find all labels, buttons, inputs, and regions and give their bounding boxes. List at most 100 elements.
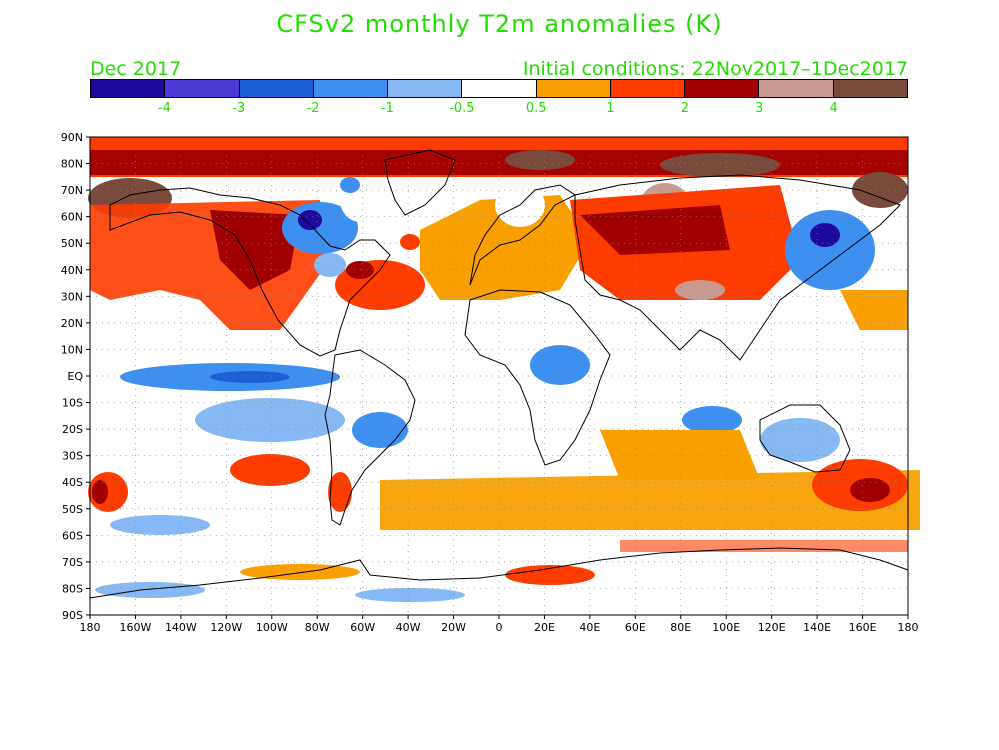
antarctic-warm-field xyxy=(505,565,595,585)
colorbar-swatch xyxy=(239,80,314,97)
colorbar-tick-label: -1 xyxy=(380,101,394,116)
baffin-cold-field xyxy=(340,177,360,193)
colorbar-swatch xyxy=(165,80,240,97)
antarctic-coast-warm-field xyxy=(620,540,908,552)
lat-label: 90S xyxy=(62,609,83,622)
colorbar-swatch xyxy=(536,80,611,97)
chukotka-extreme-warm-field xyxy=(852,172,908,208)
western-canada-warm-field xyxy=(210,210,300,290)
lon-label: 20E xyxy=(534,621,555,634)
colorbar-swatch xyxy=(91,80,166,97)
colorbar-tick-label: 1 xyxy=(606,101,615,116)
greenland-coast xyxy=(384,149,456,216)
lon-label: 60W xyxy=(350,621,375,634)
lat-label: 70N xyxy=(61,184,83,197)
map-grid xyxy=(90,137,908,615)
colorbar-tick-label: 0.5 xyxy=(525,101,547,116)
central-africa-cold-field xyxy=(530,345,590,385)
lat-label: 10N xyxy=(61,343,83,356)
colorbar-swatch xyxy=(759,80,834,97)
lon-label: 100E xyxy=(712,621,740,634)
lon-label: 80W xyxy=(305,621,330,634)
lat-label: 60N xyxy=(61,211,83,224)
southern-ocean-warm-field xyxy=(380,470,920,530)
patagonia-warm-field xyxy=(328,472,352,512)
lon-label: 40W xyxy=(396,621,421,634)
lon-label: 140E xyxy=(803,621,831,634)
south-america-coast xyxy=(324,349,416,526)
colorbar-swatch xyxy=(833,80,907,97)
australia-coast xyxy=(759,404,851,473)
east-asia-cold-field xyxy=(785,210,875,290)
lat-label: 50S xyxy=(62,503,83,516)
south-pacific-cold-field xyxy=(110,515,210,535)
lat-label: 80N xyxy=(61,158,83,171)
nw-pacific-warm-field xyxy=(840,290,908,330)
lat-label: EQ xyxy=(67,370,83,383)
colorbar-swatch xyxy=(313,80,389,97)
arctic-strong-warm-field xyxy=(90,150,908,175)
lon-label: 20W xyxy=(441,621,466,634)
south-pacific-warm-field xyxy=(230,454,310,486)
lat-label: 40S xyxy=(62,476,83,489)
antarctic-peninsula-warm-field xyxy=(240,564,360,580)
indian-ocean-cold-field xyxy=(682,406,742,434)
lon-label: 180 xyxy=(80,621,101,634)
lat-label: 10S xyxy=(62,397,83,410)
barents-extreme-warm-field xyxy=(505,150,575,170)
siberia-extreme-warm-field xyxy=(660,153,780,177)
tasman-strong-warm-field xyxy=(850,478,890,502)
colorbar-swatch xyxy=(685,80,760,97)
colorbar-tick-label: 3 xyxy=(755,101,764,116)
lat-label: 20N xyxy=(61,317,83,330)
antarctica-coast xyxy=(89,547,909,599)
lon-label: 120E xyxy=(758,621,786,634)
lat-label: 30S xyxy=(62,450,83,463)
colorbar-swatch xyxy=(610,80,686,97)
far-south-pacific-strong-warm-field xyxy=(92,480,108,504)
colorbar-tick-label: -3 xyxy=(232,101,246,116)
lat-label: 20S xyxy=(62,423,83,436)
brazil-cold-field xyxy=(352,412,408,448)
nino-strong-cold-field xyxy=(210,371,290,383)
forecast-month: Dec 2017 xyxy=(90,58,182,80)
lat-label: 30N xyxy=(61,290,83,303)
great-lakes-cold-field xyxy=(314,253,346,277)
tibet-warm-field xyxy=(675,280,725,300)
lon-label: 120W xyxy=(210,621,242,634)
colorbar-tick-label: -2 xyxy=(306,101,320,116)
colorbar-tick-label: 4 xyxy=(829,101,838,116)
north-america-coast xyxy=(109,187,391,357)
initial-conditions: Initial conditions: 22Nov2017–1Dec2017 xyxy=(522,58,908,80)
colorbar-tick-label: -0.5 xyxy=(449,101,475,116)
lon-label: 40E xyxy=(579,621,600,634)
colorbar-swatch xyxy=(462,80,537,97)
lat-label: 60S xyxy=(62,529,83,542)
east-asia-strong-cold-field xyxy=(810,223,840,247)
lon-label: 180 xyxy=(898,621,919,634)
weddell-cold-field xyxy=(355,588,465,602)
siberia-strong-warm-field xyxy=(580,205,730,255)
coastlines xyxy=(89,149,909,599)
colorbar-tick-label: -4 xyxy=(157,101,171,116)
lon-label: 140W xyxy=(165,621,197,634)
colorbar-swatch xyxy=(388,80,463,97)
lat-label: 80S xyxy=(62,582,83,595)
se-pacific-cold-field xyxy=(195,398,345,442)
africa-coast xyxy=(464,289,611,466)
asia-coast xyxy=(574,174,901,361)
axis-labels: 90N 80N 70N 60N 50N 40N 30N 20N 10N EQ 10S 20S 30S 40… xyxy=(61,131,919,634)
lon-label: 160E xyxy=(849,621,877,634)
lon-label: 0 xyxy=(496,621,503,634)
atlantic-europe-warm-field xyxy=(420,195,590,300)
europe-coast xyxy=(469,184,576,286)
map-title: CFSv2 monthly T2m anomalies (K) xyxy=(276,10,723,38)
lat-label: 90N xyxy=(61,131,83,144)
lon-label: 80E xyxy=(670,621,691,634)
atlantic-spot-warm-field xyxy=(400,234,420,250)
lat-label: 50N xyxy=(61,237,83,250)
colorbar xyxy=(90,79,908,98)
colorbar-tick-label: 2 xyxy=(680,101,690,116)
lon-label: 100W xyxy=(256,621,288,634)
south-indian-warm-field xyxy=(600,430,760,480)
